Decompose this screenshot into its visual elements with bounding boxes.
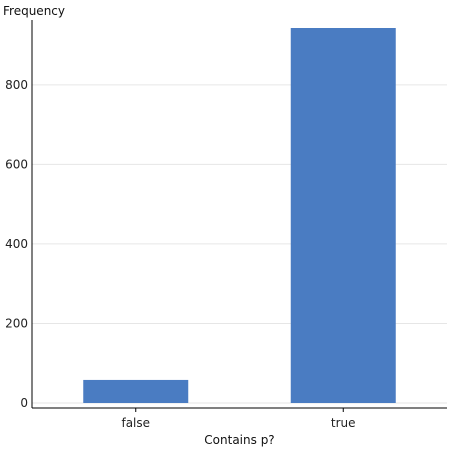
x-tick-label: true	[331, 416, 356, 430]
y-axis-title: Frequency	[3, 4, 65, 18]
y-tick-label: 600	[5, 157, 28, 171]
y-tick-label: 800	[5, 78, 28, 92]
axes	[31, 20, 447, 409]
y-tick-label: 200	[5, 316, 28, 330]
x-tick-labels: false true	[121, 408, 356, 430]
bar-true	[290, 28, 396, 403]
bar-false	[83, 379, 189, 403]
y-tick-label: 400	[5, 237, 28, 251]
x-axis-title: Contains p?	[204, 433, 274, 447]
y-tick-labels: 0 200 400 600 800	[5, 78, 28, 410]
bars	[83, 28, 396, 403]
x-tick-label: false	[121, 416, 150, 430]
y-tick-label: 0	[20, 396, 28, 410]
